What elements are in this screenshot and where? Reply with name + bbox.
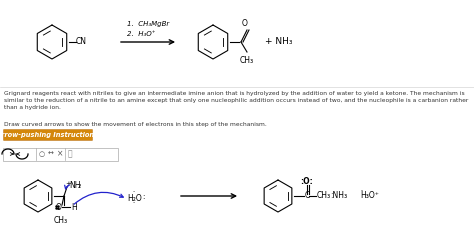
Text: 2.  H₃O⁺: 2. H₃O⁺ (127, 31, 155, 37)
Text: NH: NH (69, 181, 81, 189)
FancyBboxPatch shape (3, 148, 118, 161)
Text: ··: ·· (132, 189, 136, 195)
Text: H₂O: H₂O (128, 194, 142, 203)
Text: CH₃: CH₃ (240, 56, 254, 65)
Text: :O:: :O: (301, 177, 313, 186)
Text: O: O (56, 203, 62, 211)
Text: ··: ·· (361, 188, 364, 194)
Text: 2: 2 (78, 184, 82, 189)
Text: :: : (142, 194, 145, 200)
Text: CH₃: CH₃ (54, 216, 68, 225)
Text: C: C (305, 192, 310, 200)
Text: CN: CN (76, 37, 87, 47)
Text: ○: ○ (39, 151, 45, 157)
Text: ×: × (57, 149, 64, 159)
Text: ⬜: ⬜ (68, 149, 73, 159)
Text: Draw curved arrows to show the movement of electrons in this step of the mechani: Draw curved arrows to show the movement … (4, 122, 267, 127)
Text: O: O (242, 19, 248, 28)
Text: +: + (65, 181, 71, 187)
Text: H₃O⁺: H₃O⁺ (360, 192, 379, 200)
Text: ↔: ↔ (48, 151, 54, 157)
Text: 1.  CH₃MgBr: 1. CH₃MgBr (127, 21, 169, 27)
Text: Grignard reagents react with nitriles to give an intermediate imine anion that i: Grignard reagents react with nitriles to… (4, 91, 468, 110)
FancyBboxPatch shape (3, 130, 92, 140)
Text: CH₃: CH₃ (317, 192, 331, 200)
Text: ··: ·· (132, 200, 136, 206)
Text: + NH₃: + NH₃ (265, 37, 292, 47)
Text: :NH₃: :NH₃ (330, 192, 347, 200)
Text: Arrow-pushing Instructions: Arrow-pushing Instructions (0, 132, 99, 138)
Text: H: H (71, 203, 77, 211)
